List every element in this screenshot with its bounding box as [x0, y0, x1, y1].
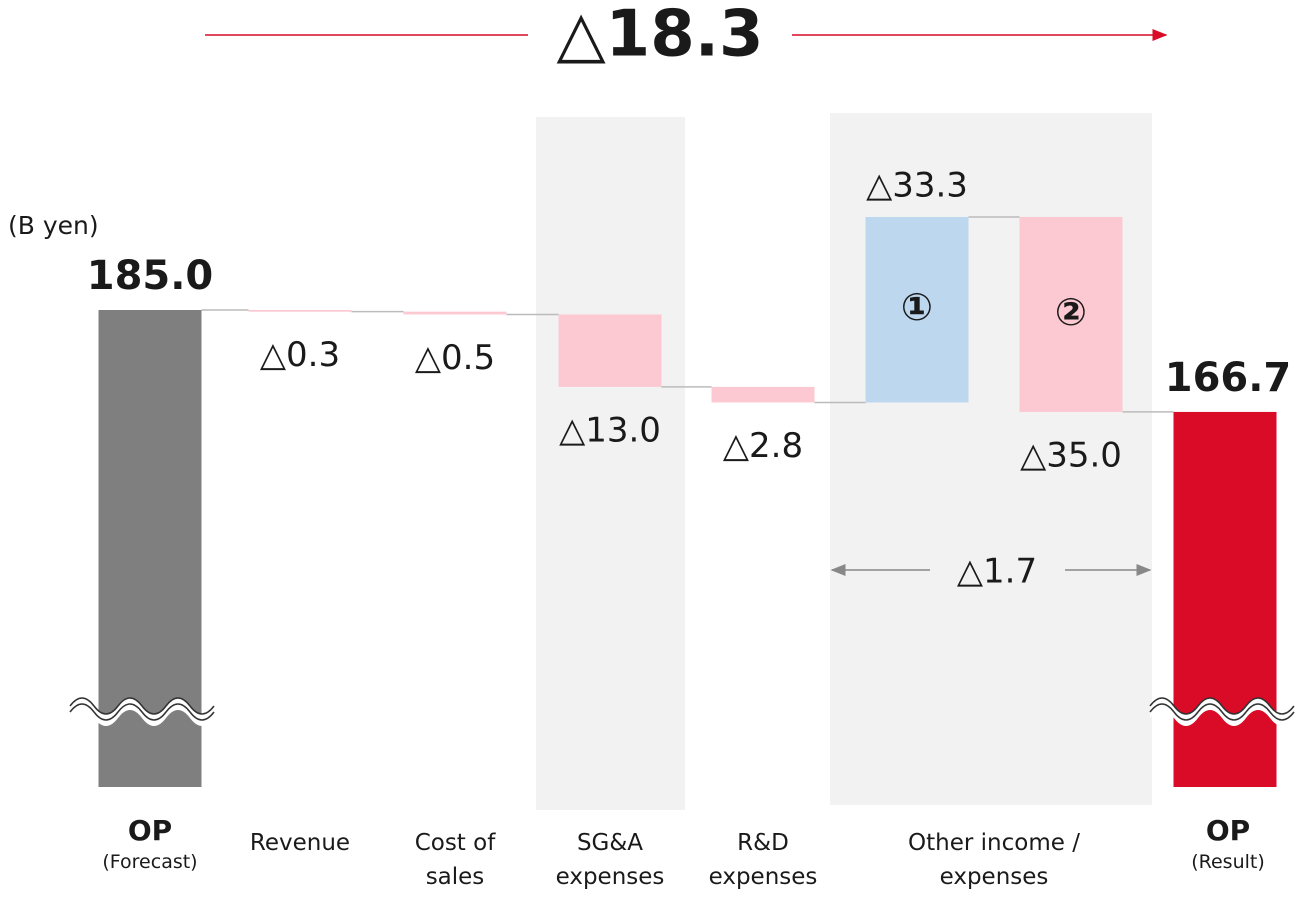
bar	[865, 216, 969, 403]
bar	[248, 310, 352, 312]
value-label: △33.3	[866, 165, 968, 205]
highlight-band	[536, 117, 685, 810]
bar	[1019, 216, 1123, 412]
value-label: △13.0	[559, 410, 661, 450]
end-name: OP	[1205, 814, 1251, 847]
category-label: SG&A expenses	[555, 830, 665, 890]
net-label: △1.7	[957, 552, 1037, 592]
bar	[558, 314, 662, 387]
category-label: Revenue	[249, 830, 351, 856]
start-note: (Forecast)	[102, 851, 198, 873]
total-change: △18.3	[556, 0, 763, 72]
category-label: Cost of sales	[414, 830, 496, 890]
category-label: R&D expenses	[708, 830, 818, 890]
start-label: OP (Forecast)	[70, 814, 230, 876]
bars	[98, 216, 1277, 787]
end-value: 166.7	[1165, 355, 1292, 401]
bar-marker: ①	[901, 285, 933, 329]
value-label: △2.8	[723, 426, 803, 466]
bar	[403, 311, 507, 315]
bar	[711, 386, 815, 403]
bar-marker: ②	[1055, 290, 1087, 334]
value-label: △0.5	[415, 338, 495, 378]
end-label: OP (Result)	[1148, 814, 1298, 876]
value-label: △0.3	[260, 335, 340, 375]
end-bar	[1173, 411, 1277, 787]
end-note: (Result)	[1191, 851, 1265, 873]
start-name: OP	[127, 814, 173, 847]
value-label: △35.0	[1020, 435, 1122, 475]
category-label: Other income / expenses	[908, 830, 1080, 890]
unit-label: (B yen)	[8, 211, 99, 240]
axis-break	[69, 697, 1295, 726]
start-value: 185.0	[87, 253, 214, 299]
